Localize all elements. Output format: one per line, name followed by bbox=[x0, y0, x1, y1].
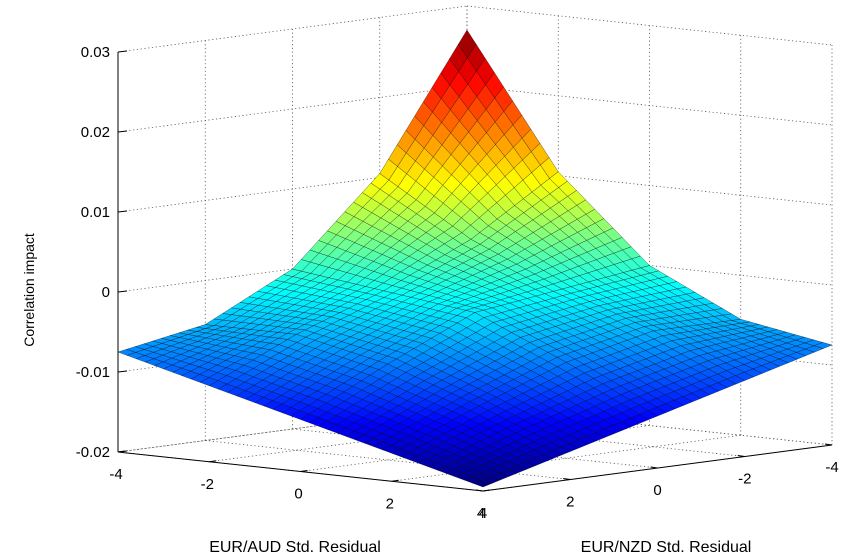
surface-facet bbox=[813, 342, 833, 349]
z-tick-mark bbox=[117, 210, 128, 213]
x-tick-label: 2 bbox=[386, 495, 394, 512]
z-tick-label: 0 bbox=[102, 284, 110, 301]
z-tick-mark bbox=[117, 50, 128, 53]
z-tick-label: -0.01 bbox=[76, 364, 110, 381]
z-axis-label: Correlation impact bbox=[21, 233, 37, 347]
x-tick-mark bbox=[209, 460, 217, 463]
surface-mesh bbox=[117, 29, 833, 488]
y-tick-mark bbox=[824, 443, 833, 446]
z-tick-label: 0.03 bbox=[81, 44, 110, 61]
x-tick-mark bbox=[300, 470, 308, 472]
x-tick-mark bbox=[482, 489, 491, 492]
y-tick-mark bbox=[737, 455, 745, 457]
back-wall-gridline bbox=[117, 85, 468, 133]
back-wall-gridline bbox=[466, 5, 833, 46]
x-tick-label: 0 bbox=[294, 486, 302, 503]
x-tick-label: -2 bbox=[201, 476, 214, 493]
y-tick-label: -2 bbox=[738, 471, 751, 488]
x-tick-label: 4 bbox=[477, 505, 485, 522]
back-wall-gridline bbox=[466, 85, 833, 126]
floor-gridline bbox=[117, 405, 468, 453]
floor-gridline bbox=[209, 415, 559, 463]
z-tick-label: 0.01 bbox=[81, 204, 110, 221]
x-tick-mark bbox=[391, 479, 399, 482]
x-axis-label: EUR/AUD Std. Residual bbox=[209, 539, 381, 554]
z-tick-label: -0.02 bbox=[76, 444, 110, 461]
y-axis-label: EUR/NZD Std. Residual bbox=[581, 539, 752, 554]
z-tick-labels: -0.02 -0.01 0 0.01 0.02 0.03 bbox=[76, 44, 128, 461]
y-tick-labels: -4 -2 0 2 4 bbox=[475, 443, 839, 522]
x-tick-label: -4 bbox=[109, 466, 122, 483]
y-tick-label: 0 bbox=[653, 482, 661, 499]
y-tick-mark bbox=[475, 489, 484, 492]
floor-gridline bbox=[300, 425, 650, 472]
y-tick-mark bbox=[650, 466, 658, 469]
x-tick-labels: -4 -2 0 2 4 bbox=[109, 450, 491, 522]
y-tick-label: -4 bbox=[825, 459, 838, 476]
z-tick-mark bbox=[117, 130, 128, 133]
z-tick-mark bbox=[117, 290, 128, 293]
floor-gridline bbox=[205, 440, 571, 480]
back-wall-gridline bbox=[117, 5, 468, 53]
y-tick-mark bbox=[563, 478, 571, 480]
z-tick-mark bbox=[117, 370, 128, 373]
x-tick-mark bbox=[117, 450, 126, 453]
y-tick-label: 2 bbox=[566, 494, 574, 511]
z-tick-label: 0.02 bbox=[81, 124, 110, 141]
y-tick-label: 4 bbox=[479, 505, 487, 522]
